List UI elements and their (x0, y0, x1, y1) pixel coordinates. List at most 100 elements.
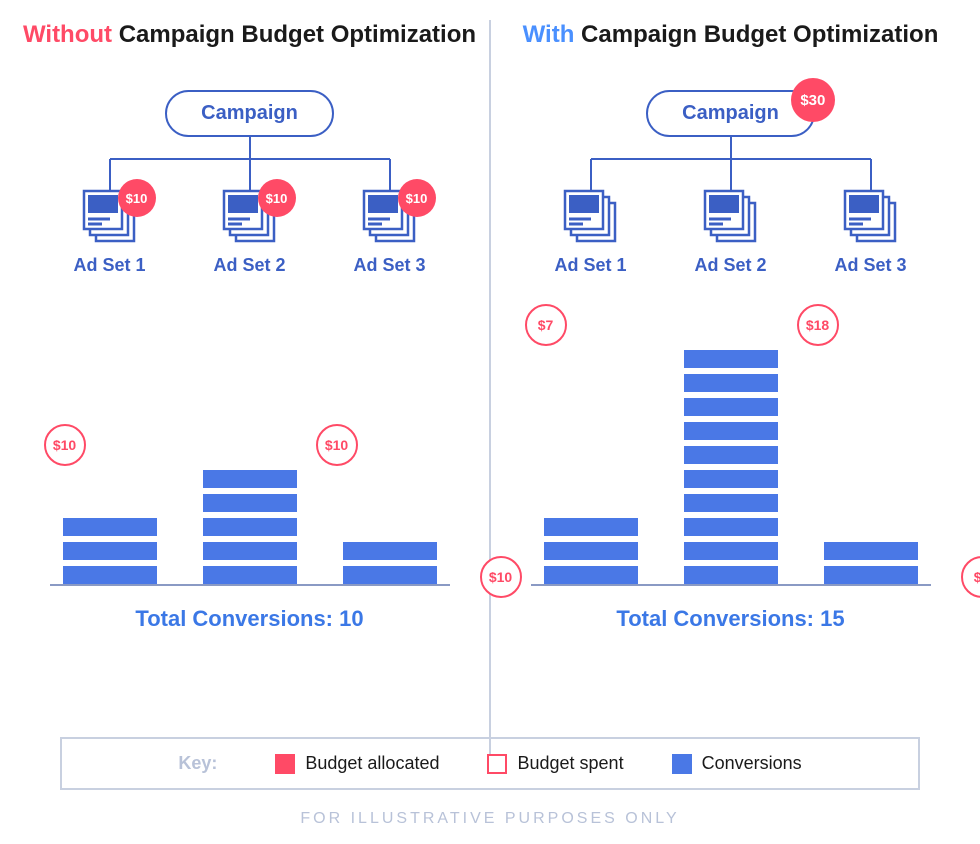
conversion-segment (203, 518, 297, 536)
bar-col-2: $10 (190, 470, 310, 584)
total-conversions-left: Total Conversions: 10 (135, 606, 363, 632)
tree-connectors-left (50, 137, 450, 191)
adset-label: Ad Set 2 (694, 255, 766, 276)
panel-title-right: With Campaign Budget Optimization (523, 20, 939, 50)
adset-stack-icon (701, 189, 761, 245)
swatch-budget-spent-icon (487, 754, 507, 774)
connector-lines-icon (531, 137, 931, 191)
adset-1-left: $10 Ad Set 1 (50, 189, 170, 276)
campaign-node-left: Campaign (165, 90, 334, 137)
adset-stack-icon: $10 (360, 189, 420, 245)
conversion-segment (824, 542, 918, 560)
conversion-segment (684, 374, 778, 392)
conversion-segment (684, 566, 778, 584)
legend-item-allocated: Budget allocated (275, 753, 439, 774)
footnote: FOR ILLUSTRATIVE PURPOSES ONLY (0, 810, 980, 828)
comparison-container: Without Campaign Budget Optimization Cam… (0, 0, 980, 760)
adset-1-right: Ad Set 1 (531, 189, 651, 276)
panel-with-cbo: With Campaign Budget Optimization Campai… (491, 20, 970, 760)
adset-2-right: Ad Set 2 (671, 189, 791, 276)
bar-stack (63, 518, 157, 584)
adset-stack-icon: $10 (220, 189, 280, 245)
legend-label: Budget allocated (305, 753, 439, 774)
conversion-segment (544, 518, 638, 536)
conversion-segment (824, 566, 918, 584)
adsets-row-left: $10 Ad Set 1 $10 Ad Set 2 (50, 189, 450, 276)
bar-col-3: $5 (811, 350, 931, 584)
bar-stack (343, 542, 437, 584)
budget-spent-badge: $10 (316, 424, 358, 466)
panel-title-left: Without Campaign Budget Optimization (23, 20, 476, 50)
legend-item-spent: Budget spent (487, 753, 623, 774)
conversion-segment (684, 446, 778, 464)
adset-label: Ad Set 1 (554, 255, 626, 276)
bars-row: $7 $18 $5 (531, 350, 931, 584)
conversion-segment (343, 542, 437, 560)
budget-allocated-badge: $10 (398, 179, 436, 217)
conversion-segment (684, 518, 778, 536)
conversion-segment (544, 566, 638, 584)
bar-col-3: $10 (330, 470, 450, 584)
adset-stack-icon: $10 (80, 189, 140, 245)
budget-spent-badge: $10 (44, 424, 86, 466)
adsets-row-right: Ad Set 1 Ad Set 2 (531, 189, 931, 276)
conversion-segment (203, 566, 297, 584)
swatch-conversions-icon (672, 754, 692, 774)
bar-stack (684, 350, 778, 584)
conversion-segment (684, 542, 778, 560)
conversion-segment (63, 542, 157, 560)
adset-label: Ad Set 3 (834, 255, 906, 276)
conversion-segment (343, 566, 437, 584)
title-rest: Campaign Budget Optimization (574, 21, 938, 48)
adset-3-right: Ad Set 3 (811, 189, 931, 276)
campaign-node-right: Campaign $30 (646, 90, 815, 137)
conversion-segment (684, 398, 778, 416)
legend-key-label: Key: (178, 753, 217, 774)
adset-label: Ad Set 3 (353, 255, 425, 276)
budget-allocated-badge: $30 (791, 78, 835, 122)
bars-zone-right: $7 $18 $5 (531, 306, 931, 586)
total-conversions-right: Total Conversions: 15 (616, 606, 844, 632)
conversion-segment (684, 494, 778, 512)
panel-without-cbo: Without Campaign Budget Optimization Cam… (10, 20, 489, 760)
adset-3-left: $10 Ad Set 3 (330, 189, 450, 276)
title-rest: Campaign Budget Optimization (112, 21, 476, 48)
title-highlight: Without (23, 21, 112, 48)
conversion-segment (63, 518, 157, 536)
legend-label: Conversions (702, 753, 802, 774)
campaign-label: Campaign (682, 102, 779, 124)
conversion-segment (203, 542, 297, 560)
conversion-segment (684, 422, 778, 440)
budget-allocated-badge: $10 (118, 179, 156, 217)
title-highlight: With (523, 21, 575, 48)
budget-spent-badge: $7 (525, 304, 567, 346)
tree-connectors-right (531, 137, 931, 191)
adset-stack-icon (561, 189, 621, 245)
budget-spent-badge: $5 (961, 556, 980, 598)
bar-stack (203, 470, 297, 584)
conversion-segment (203, 494, 297, 512)
bar-stack (824, 542, 918, 584)
bars-zone-left: $10 $10 $10 (50, 306, 450, 586)
adset-stack-icon (841, 189, 901, 245)
conversion-segment (544, 542, 638, 560)
campaign-label: Campaign (201, 102, 298, 124)
legend-label: Budget spent (517, 753, 623, 774)
connector-lines-icon (50, 137, 450, 191)
adset-label: Ad Set 1 (73, 255, 145, 276)
conversion-segment (63, 566, 157, 584)
swatch-budget-allocated-icon (275, 754, 295, 774)
budget-spent-badge: $18 (797, 304, 839, 346)
bar-col-2: $18 (671, 350, 791, 584)
bar-stack (544, 518, 638, 584)
conversion-segment (203, 470, 297, 488)
adset-2-left: $10 Ad Set 2 (190, 189, 310, 276)
conversion-segment (684, 470, 778, 488)
bar-col-1: $7 (531, 350, 651, 584)
legend-item-conversions: Conversions (672, 753, 802, 774)
bar-col-1: $10 (50, 470, 170, 584)
legend: Key: Budget allocated Budget spent Conve… (60, 737, 920, 790)
bars-row: $10 $10 $10 (50, 470, 450, 584)
budget-allocated-badge: $10 (258, 179, 296, 217)
conversion-segment (684, 350, 778, 368)
